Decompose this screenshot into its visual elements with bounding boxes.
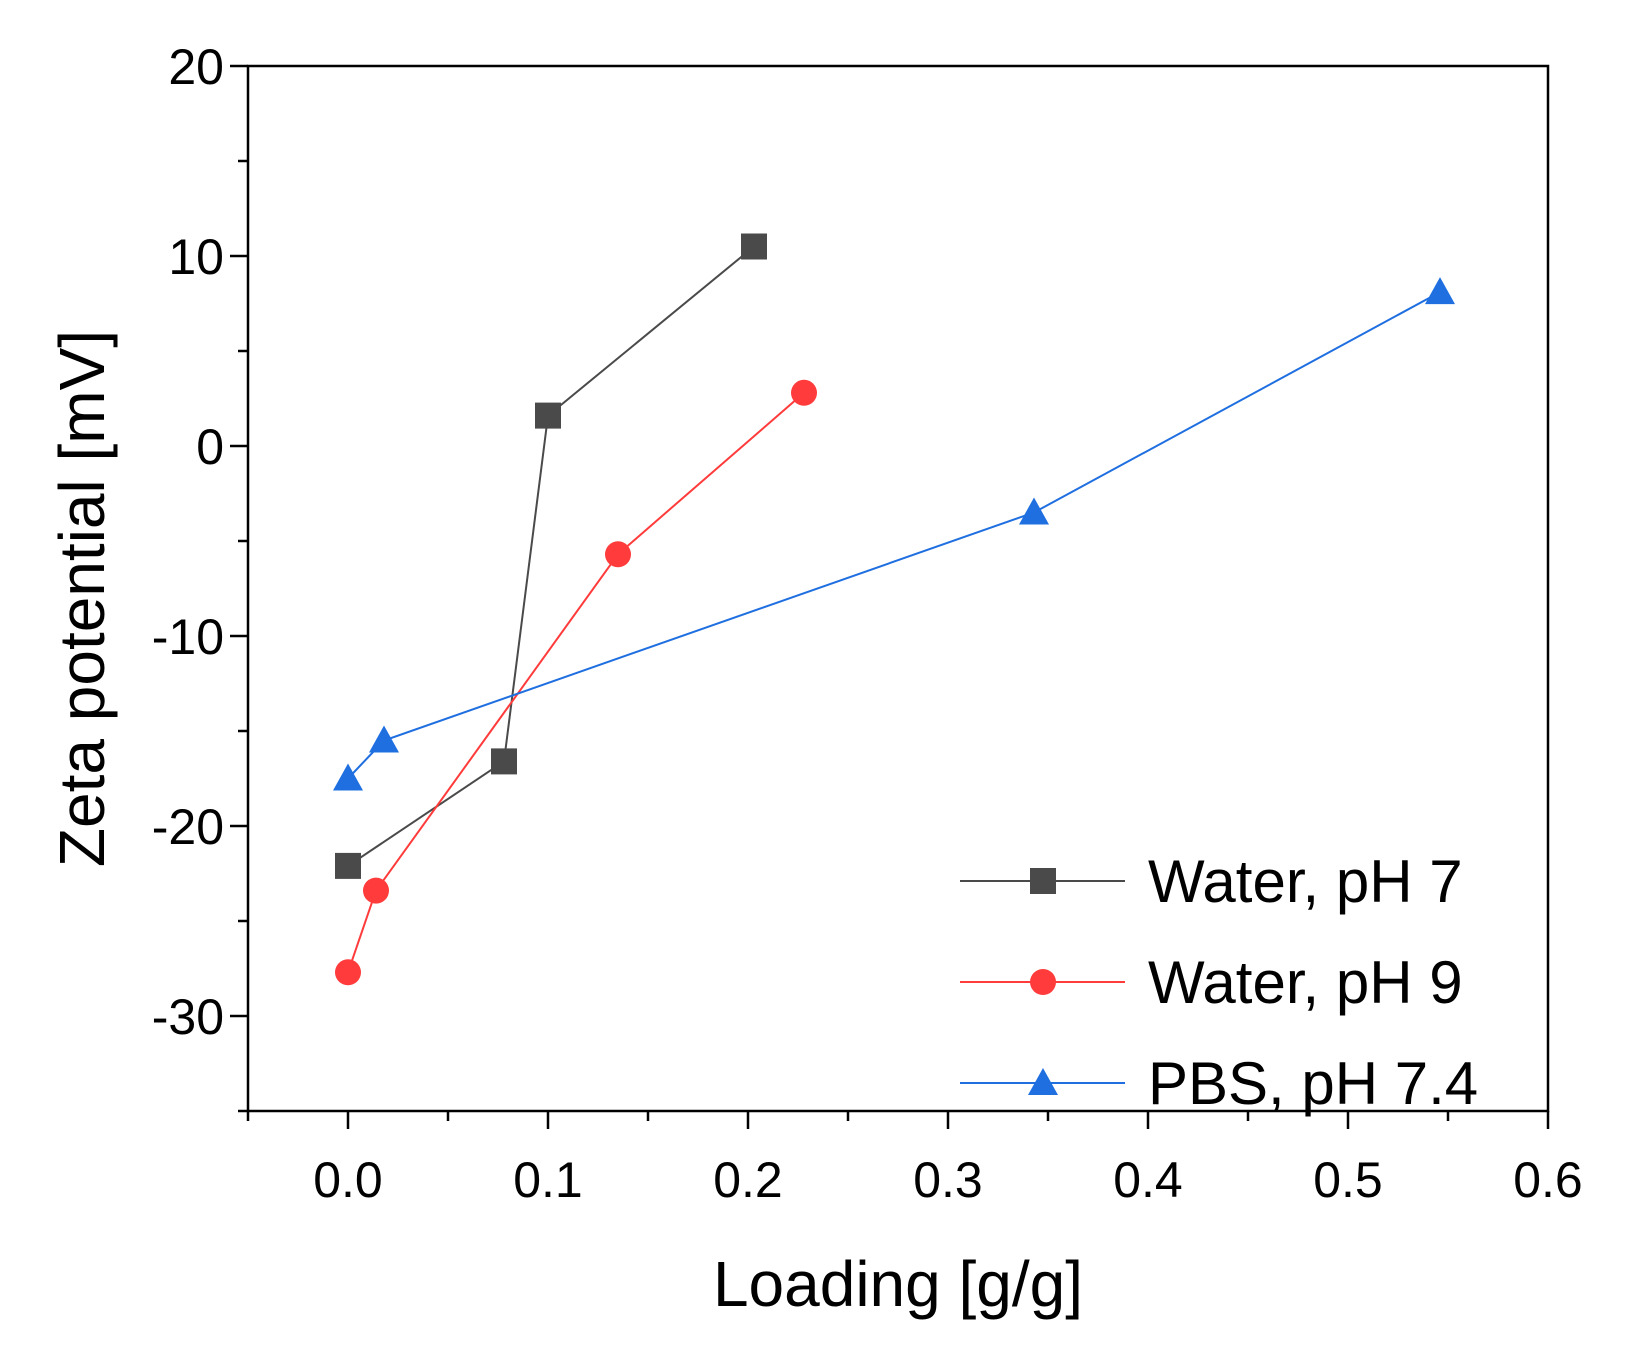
x-tick-label: 0.6: [1513, 1152, 1583, 1208]
legend-label: PBS, pH 7.4: [1148, 1050, 1478, 1117]
x-tick-label: 0.2: [713, 1152, 783, 1208]
x-tick-label: 0.0: [313, 1152, 383, 1208]
series-line: [347, 245, 755, 867]
legend-marker-triangle: [1028, 1068, 1058, 1095]
data-point-square: [535, 402, 561, 429]
y-tick-label: -20: [152, 799, 224, 855]
series-line: [347, 392, 805, 973]
legend-label: Water, pH 7: [1148, 848, 1463, 915]
legend-item: Water, pH 7: [960, 848, 1463, 915]
y-tick-label: 20: [168, 39, 224, 95]
legend-item: PBS, pH 7.4: [960, 1050, 1478, 1117]
x-tick-label: 0.3: [913, 1152, 983, 1208]
data-point-circle: [335, 959, 361, 986]
x-tick-label: 0.5: [1313, 1152, 1383, 1208]
legend-marker-circle: [1030, 969, 1056, 995]
y-tick-label: -10: [152, 609, 224, 665]
data-point-triangle: [369, 725, 399, 753]
plot-frame: [246, 64, 1550, 1113]
data-point-circle: [605, 541, 631, 568]
series-line: [347, 291, 1441, 780]
data-point-circle: [791, 379, 817, 406]
axis-tick-labels: 0.0 0.1 0.2 0.3 0.4 0.5 0.6 -30 -20 -10 0 10 20: [152, 39, 1583, 1208]
legend: Water, pH 7 Water, pH 9 PBS, pH 7.4: [960, 848, 1478, 1117]
data-point-triangle: [1019, 497, 1049, 525]
data-series-group: [333, 233, 1455, 986]
data-point-triangle: [333, 763, 363, 791]
x-tick-label: 0.4: [1113, 1152, 1183, 1208]
legend-marker-square: [1030, 868, 1056, 894]
data-point-square: [741, 233, 767, 260]
axis-ticks: [230, 64, 1550, 1129]
data-point-square: [335, 852, 361, 879]
data-point-triangle: [1425, 277, 1455, 305]
y-tick-label: 0: [196, 419, 224, 475]
series-circle: [335, 379, 817, 986]
x-axis-title: Loading [g/g]: [713, 1248, 1083, 1320]
y-axis-title: Zeta potential [mV]: [46, 330, 118, 867]
series-triangle: [333, 277, 1455, 791]
x-tick-label: 0.1: [513, 1152, 583, 1208]
y-tick-label: -30: [152, 989, 224, 1045]
data-point-circle: [363, 877, 389, 904]
series-square: [335, 233, 767, 879]
data-point-square: [491, 748, 517, 775]
legend-label: Water, pH 9: [1148, 949, 1463, 1016]
y-tick-label: 10: [168, 229, 224, 285]
legend-item: Water, pH 9: [960, 949, 1463, 1016]
